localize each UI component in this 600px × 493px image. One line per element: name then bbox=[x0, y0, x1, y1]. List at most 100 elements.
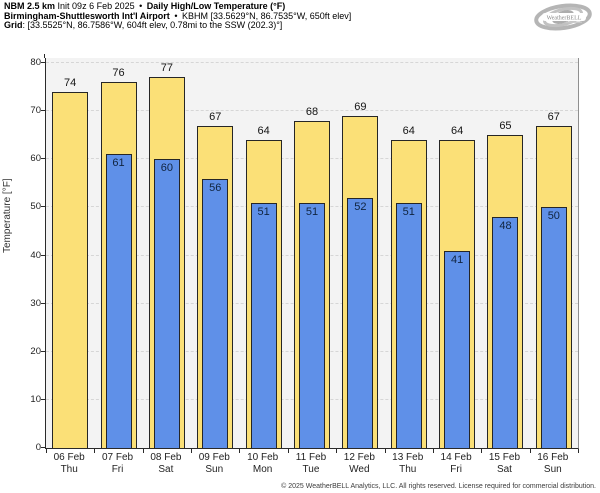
high-value-label: 64 bbox=[257, 125, 270, 137]
y-tick-mark bbox=[41, 206, 45, 208]
x-label-day: Thu bbox=[399, 463, 417, 475]
x-label-13-Feb: 13 Feb Thu bbox=[384, 452, 432, 475]
low-value-label: 60 bbox=[160, 162, 174, 175]
x-label-10-Feb: 10 Feb Mon bbox=[238, 452, 286, 475]
low-value-label: 50 bbox=[547, 210, 560, 223]
bar-low-13-Feb bbox=[395, 202, 422, 448]
bar-low-08-Feb bbox=[153, 159, 180, 448]
bar-low-07-Feb bbox=[105, 154, 132, 448]
x-label-16-Feb: 16 Feb Sun bbox=[529, 452, 577, 475]
low-value-label: 56 bbox=[209, 181, 222, 194]
low-value-label: 48 bbox=[499, 220, 512, 232]
y-axis-spine bbox=[44, 54, 45, 58]
x-label-11-Feb: 11 Feb Tue bbox=[287, 452, 335, 475]
x-tick-mark bbox=[191, 449, 193, 453]
gridline-70 bbox=[46, 110, 578, 112]
x-label-day: Tue bbox=[302, 463, 320, 475]
x-tick-mark bbox=[46, 449, 47, 453]
model-name: NBM 2.5 km bbox=[4, 1, 56, 11]
x-tick-mark bbox=[239, 449, 241, 453]
low-value-label: 61 bbox=[112, 157, 125, 170]
y-tick-mark bbox=[41, 447, 45, 448]
x-tick-mark bbox=[94, 449, 96, 453]
chart-title: Daily High/Low Temperature (°F) bbox=[146, 1, 286, 11]
bar-low-10-Feb bbox=[250, 202, 277, 448]
low-value-label: 51 bbox=[305, 205, 319, 218]
high-value-label: 64 bbox=[402, 125, 415, 137]
y-tick-mark bbox=[41, 350, 45, 352]
x-label-day: Fri bbox=[450, 463, 462, 475]
y-tick-label: 60 bbox=[30, 153, 41, 165]
y-tick-label: 80 bbox=[30, 57, 41, 68]
station-details: KBHM [33.5629°N, 86.7535°W, 650ft elev] bbox=[182, 10, 352, 21]
x-label-date: 14 Feb bbox=[440, 452, 472, 463]
x-label-date: 09 Feb bbox=[198, 452, 230, 463]
x-label-08-Feb: 08 Feb Sat bbox=[142, 452, 190, 475]
x-label-15-Feb: 15 Feb Sat bbox=[480, 452, 528, 475]
x-label-date: 10 Feb bbox=[247, 452, 279, 463]
y-tick-mark bbox=[41, 302, 45, 304]
x-label-day: Mon bbox=[252, 463, 273, 475]
x-label-day: Fri bbox=[111, 463, 124, 475]
y-axis-title: Temperature [°F] bbox=[2, 178, 13, 253]
x-tick-mark bbox=[578, 449, 579, 453]
x-label-14-Feb: 14 Feb Fri bbox=[432, 452, 480, 475]
y-tick-mark bbox=[41, 158, 45, 160]
high-value-label: 74 bbox=[64, 76, 77, 89]
x-label-day: Thu bbox=[60, 463, 78, 475]
low-value-label: 51 bbox=[402, 205, 415, 218]
x-axis-tick-labels: 06 Feb Thu 07 Feb Fri 08 Feb Sat 09 Feb Sun 10 F… bbox=[45, 452, 577, 478]
header-line-3: Grid: [33.5525°N, 86.7586°W, 604ft elev,… bbox=[4, 20, 351, 31]
bar-low-12-Feb bbox=[347, 197, 374, 448]
separator-dot: • bbox=[139, 1, 143, 11]
x-label-07-Feb: 07 Feb Fri bbox=[93, 452, 141, 475]
y-tick-mark bbox=[41, 110, 45, 112]
x-label-date: 08 Feb bbox=[150, 452, 182, 463]
x-tick-mark bbox=[529, 449, 531, 453]
high-value-label: 67 bbox=[547, 110, 560, 123]
high-value-label: 68 bbox=[305, 105, 319, 118]
high-value-label: 64 bbox=[450, 125, 464, 137]
x-label-day: Sat bbox=[158, 463, 174, 475]
x-label-day: Sat bbox=[496, 463, 512, 475]
chart-header: NBM 2.5 km Init 09z 6 Feb 2025 • Daily H… bbox=[4, 1, 352, 31]
bar-low-16-Feb bbox=[540, 207, 567, 448]
high-value-label: 65 bbox=[499, 120, 512, 133]
x-label-06-Feb: 06 Feb Thu bbox=[45, 452, 93, 475]
x-tick-mark bbox=[432, 449, 434, 453]
grid-details: : [33.5525°N, 86.7586°W, 604ft elev, 0.7… bbox=[22, 20, 283, 31]
x-tick-mark bbox=[336, 449, 338, 453]
y-tick-label: 30 bbox=[30, 297, 41, 309]
weatherbell-logo-icon: WeatherBELL bbox=[534, 3, 592, 31]
y-tick-mark bbox=[41, 62, 45, 63]
y-tick-mark bbox=[41, 254, 45, 256]
y-tick-label: 70 bbox=[30, 105, 41, 117]
low-value-label: 52 bbox=[354, 200, 367, 213]
y-tick-label: 0 bbox=[35, 442, 41, 453]
bar-low-11-Feb bbox=[299, 202, 325, 448]
y-tick-label: 20 bbox=[30, 345, 41, 357]
copyright-text: © 2025 WeatherBELL Analytics, LLC. All r… bbox=[281, 483, 596, 490]
logo-text: WeatherBELL bbox=[547, 15, 582, 21]
x-label-day: Sun bbox=[543, 463, 562, 475]
x-label-date: 07 Feb bbox=[101, 452, 134, 463]
x-label-date: 16 Feb bbox=[537, 452, 569, 463]
x-label-12-Feb: 12 Feb Wed bbox=[335, 452, 383, 475]
plot-area: 74 76 61 77 60 67 56 64 51 68 51 69 52 64 51 64 41 65 48 67… bbox=[41, 58, 579, 453]
station-name: Birmingham-Shuttlesworth Int'l Airport bbox=[4, 10, 170, 21]
high-value-label: 69 bbox=[354, 100, 367, 113]
y-tick-label: 50 bbox=[30, 201, 41, 213]
separator-dot: • bbox=[174, 10, 178, 21]
x-label-day: Wed bbox=[349, 463, 370, 475]
header-line-1: NBM 2.5 km Init 09z 6 Feb 2025 • Daily H… bbox=[4, 1, 351, 12]
y-tick-mark bbox=[41, 398, 45, 400]
x-label-09-Feb: 09 Feb Sun bbox=[190, 452, 238, 475]
x-tick-mark bbox=[384, 449, 386, 453]
high-value-label: 67 bbox=[209, 110, 222, 123]
x-label-date: 15 Feb bbox=[488, 452, 521, 463]
high-value-label: 77 bbox=[160, 62, 174, 75]
low-value-label: 41 bbox=[450, 253, 464, 266]
bar-low-09-Feb bbox=[202, 178, 229, 448]
bar-low-14-Feb bbox=[444, 250, 471, 448]
y-axis-tick-labels: 0 10 20 30 40 50 60 70 80 bbox=[14, 57, 41, 453]
